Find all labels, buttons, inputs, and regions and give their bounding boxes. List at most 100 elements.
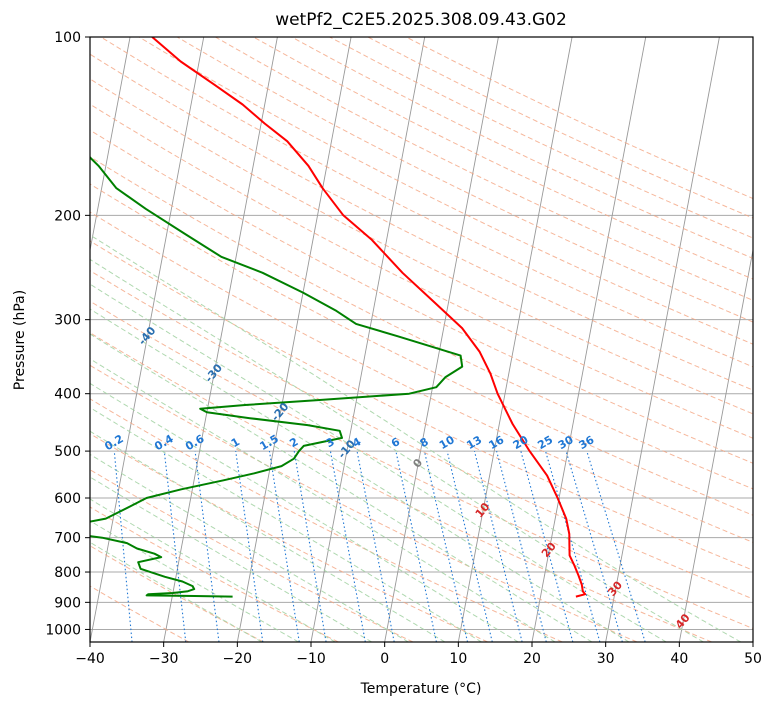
dry-adiabat-line bbox=[100, 37, 753, 368]
x-tick-label: 0 bbox=[380, 651, 389, 667]
dry-adiabat-line bbox=[90, 433, 488, 642]
mixing-ratio-line bbox=[329, 451, 366, 642]
mixing-ratio-line bbox=[163, 451, 187, 642]
mixing-ratio-line bbox=[473, 450, 523, 642]
moist-adiabat-line bbox=[90, 382, 519, 642]
isotherm-line bbox=[678, 247, 753, 642]
mixing-ratio-line bbox=[293, 451, 327, 642]
moist-adiabat-line bbox=[90, 406, 482, 642]
isotherm-line bbox=[236, 37, 352, 642]
dry-adiabat-line bbox=[90, 103, 753, 439]
moist-adiabat-line bbox=[90, 541, 263, 642]
dry-adiabat-label: -50 bbox=[69, 287, 92, 311]
isotherm-line bbox=[384, 37, 499, 642]
dry-adiabat-label: -40 bbox=[136, 324, 159, 348]
dry-adiabat-line bbox=[405, 37, 753, 200]
mixing-ratio-line bbox=[586, 450, 646, 642]
y-tick-label: 1000 bbox=[45, 622, 81, 638]
dry-adiabat-line bbox=[90, 129, 753, 464]
moist-adiabat-line bbox=[90, 476, 373, 642]
x-tick-label: −30 bbox=[149, 651, 179, 667]
moist-adiabat-line bbox=[90, 453, 409, 642]
sounding-profiles bbox=[90, 37, 587, 598]
moist-adiabat-line bbox=[90, 520, 299, 642]
moist-adiabat-line bbox=[90, 358, 556, 642]
isotherm-line bbox=[0, 37, 56, 642]
mixing-ratio-line bbox=[544, 450, 601, 642]
y-tick-label: 900 bbox=[54, 595, 81, 611]
mixing-ratio-line bbox=[395, 450, 437, 642]
y-tick-label: 300 bbox=[54, 313, 81, 329]
mixing-ratio-line bbox=[446, 450, 493, 642]
moist-adiabat-line bbox=[90, 308, 630, 642]
mixing-ratio-label: 0.2 bbox=[102, 432, 125, 453]
x-tick-label: 40 bbox=[670, 651, 688, 667]
y-tick-label: 200 bbox=[54, 208, 81, 224]
isotherm-line bbox=[163, 37, 278, 642]
mixing-ratio-label: 8 bbox=[418, 435, 431, 450]
moist-adiabat-line bbox=[90, 430, 446, 642]
background-lines bbox=[0, 37, 753, 642]
dewpoint-profile-line bbox=[90, 156, 464, 598]
x-tick-label: −20 bbox=[223, 651, 253, 667]
y-tick-label: 600 bbox=[54, 491, 81, 507]
dry-adiabat-line bbox=[90, 53, 753, 391]
moist-adiabat-line bbox=[90, 283, 667, 642]
dry-adiabat-line bbox=[90, 183, 753, 516]
y-axis-label: Pressure (hPa) bbox=[12, 290, 28, 390]
mixing-ratio-line bbox=[194, 451, 220, 642]
moist-adiabat-line bbox=[90, 498, 336, 642]
mixing-ratio-label: 13 bbox=[464, 433, 484, 452]
isotherm-line bbox=[531, 37, 647, 642]
x-tick-label: 10 bbox=[449, 651, 467, 667]
moist-adiabat-label: 10 bbox=[473, 500, 493, 520]
isotherm-line bbox=[605, 37, 720, 642]
mixing-ratio-line bbox=[565, 450, 623, 642]
dry-adiabat-line bbox=[90, 506, 339, 642]
mixing-ratio-label: 6 bbox=[389, 435, 402, 450]
mixing-ratio-label: 1.5 bbox=[257, 432, 280, 453]
dry-adiabat-label: -60 bbox=[4, 243, 27, 267]
mixing-ratio-line bbox=[113, 451, 133, 642]
dry-adiabat-line bbox=[90, 332, 712, 642]
plot-frame bbox=[89, 36, 754, 643]
dry-adiabat-line bbox=[215, 37, 753, 301]
mixing-ratio-label: 1 bbox=[229, 435, 242, 450]
dry-adiabat-line bbox=[90, 211, 753, 543]
dry-adiabat-line bbox=[176, 37, 753, 323]
moist-adiabat-line bbox=[90, 234, 742, 642]
mixing-ratio-line bbox=[356, 450, 395, 642]
mixing-ratio-line bbox=[496, 450, 547, 642]
dry-adiabat-label: -30 bbox=[202, 361, 225, 385]
dry-adiabat-line bbox=[138, 37, 753, 345]
y-tick-label: 700 bbox=[54, 531, 81, 547]
x-tick-label: 30 bbox=[597, 651, 615, 667]
isotherm-line bbox=[90, 37, 205, 642]
y-axis: 100 200 300 400 500 600 700 800 900 1000 bbox=[45, 30, 90, 638]
dry-adiabat-line bbox=[90, 240, 753, 571]
y-tick-label: 100 bbox=[54, 30, 81, 46]
dry-adiabat-line bbox=[90, 469, 414, 642]
mixing-ratio-line bbox=[235, 451, 264, 642]
x-tick-label: −40 bbox=[75, 651, 105, 667]
isopleth-labels: -100-90-80-70-60-50-40-30-20-10010203040… bbox=[4, 243, 693, 632]
x-axis: −40 −30 −20 −10 0 10 20 30 40 50 bbox=[75, 642, 762, 667]
y-tick-label: 500 bbox=[54, 444, 81, 460]
x-tick-label: 20 bbox=[523, 651, 541, 667]
mixing-ratio-label: 16 bbox=[486, 433, 506, 452]
mixing-ratio-line bbox=[423, 450, 469, 642]
y-tick-label: 400 bbox=[54, 387, 81, 403]
dry-adiabat-line bbox=[90, 156, 753, 490]
dry-adiabat-line bbox=[90, 364, 638, 642]
mixing-ratio-line bbox=[520, 450, 574, 642]
mixing-ratio-label: 25 bbox=[535, 433, 555, 452]
mixing-ratio-label: 30 bbox=[556, 433, 576, 452]
isotherm-line bbox=[752, 639, 753, 642]
chart-title: wetPf2_C2E5.2025.308.09.43.G02 bbox=[275, 10, 567, 30]
mixing-ratio-label: 2 bbox=[287, 435, 300, 450]
x-axis-label: Temperature (°C) bbox=[360, 681, 482, 697]
mixing-ratio-label: 0.6 bbox=[183, 432, 207, 453]
dry-adiabat-line bbox=[90, 78, 753, 415]
isotherm-line bbox=[90, 37, 131, 253]
moist-adiabat-line bbox=[90, 333, 593, 642]
